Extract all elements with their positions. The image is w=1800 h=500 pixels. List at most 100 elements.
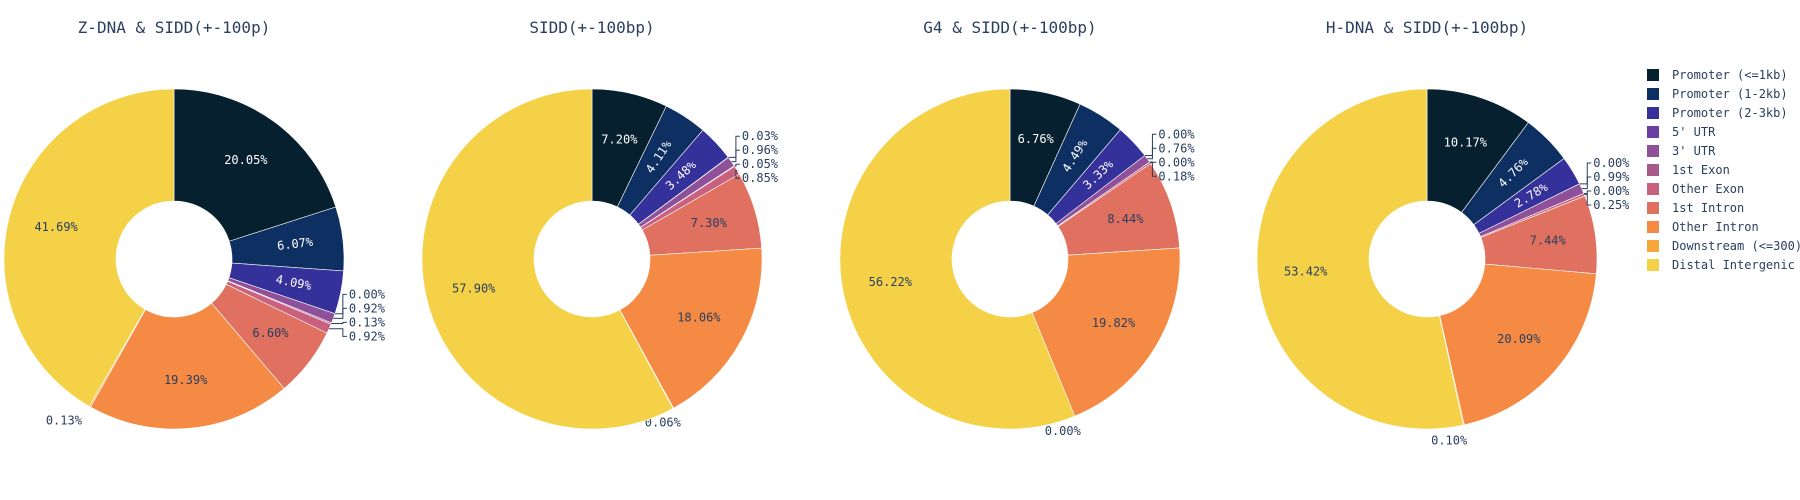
slice-label: 0.06% bbox=[645, 415, 682, 429]
slice-label: 0.99% bbox=[1593, 170, 1630, 184]
legend-item: Promoter (1-2kb) bbox=[1647, 87, 1788, 101]
slice-label: 6.07% bbox=[276, 235, 314, 253]
legend-swatch bbox=[1647, 69, 1659, 81]
slice-label: 20.09% bbox=[1497, 332, 1541, 346]
slice-label: 0.85% bbox=[742, 171, 779, 185]
leader-line bbox=[1583, 190, 1592, 194]
leader-line bbox=[735, 169, 740, 179]
legend-label: 5' UTR bbox=[1672, 125, 1716, 139]
leader-line bbox=[334, 293, 347, 315]
pie-slice bbox=[3, 88, 175, 407]
slice-label: 41.69% bbox=[34, 220, 78, 234]
legend-label: Promoter (1-2kb) bbox=[1672, 87, 1788, 101]
slice-label: 53.42% bbox=[1284, 265, 1328, 279]
legend-swatch bbox=[1647, 88, 1659, 100]
pie-slice bbox=[839, 88, 1076, 430]
legend-label: Downstream (<=300) bbox=[1672, 239, 1800, 253]
legend-label: 1st Intron bbox=[1672, 201, 1744, 215]
legend-label: Promoter (<=1kb) bbox=[1672, 68, 1788, 82]
slice-label: 0.10% bbox=[1431, 434, 1468, 448]
leader-line bbox=[333, 307, 347, 319]
slice-label: 6.60% bbox=[252, 326, 289, 340]
pie-slice bbox=[173, 88, 337, 242]
pie-slice bbox=[421, 88, 674, 430]
slice-label: 0.92% bbox=[349, 329, 386, 343]
slice-label: 7.30% bbox=[691, 216, 728, 230]
slice-label: 8.44% bbox=[1107, 212, 1144, 226]
pie-slice bbox=[90, 302, 285, 430]
slice-label: 19.82% bbox=[1092, 316, 1136, 330]
legend-item: Promoter (2-3kb) bbox=[1647, 106, 1788, 120]
legend-label: 3' UTR bbox=[1672, 144, 1716, 158]
donut-chart-3: G4 & SIDD(+-100bp)6.76% 4.49%3.33%8.44%19… bbox=[839, 18, 1195, 438]
legend-label: 1st Exon bbox=[1672, 163, 1730, 177]
slice-label: 0.13% bbox=[46, 414, 83, 428]
legend-swatch bbox=[1647, 259, 1659, 271]
donut-chart-1: Z-DNA & SIDD(+-100p)20.05%6.07%4.09%6.60… bbox=[3, 18, 386, 430]
slice-label: 0.00% bbox=[1593, 184, 1630, 198]
pie-slice bbox=[1256, 88, 1464, 430]
leader-line bbox=[728, 135, 740, 158]
legend-swatch bbox=[1647, 202, 1659, 214]
legend-item: Distal Intergenic bbox=[1647, 258, 1795, 272]
slice-label: 6.76% bbox=[1018, 132, 1055, 146]
legend-label: Other Intron bbox=[1672, 220, 1759, 234]
pie-slice bbox=[619, 247, 763, 409]
slice-label: 0.05% bbox=[742, 157, 779, 171]
slice-label: 0.00% bbox=[1045, 424, 1082, 438]
slice-label: 0.00% bbox=[1593, 156, 1630, 170]
legend-item: Downstream (<=300) bbox=[1647, 239, 1800, 253]
legend-swatch bbox=[1647, 107, 1659, 119]
slice-label: 0.00% bbox=[349, 287, 386, 301]
leader-line bbox=[1150, 162, 1157, 177]
pie-slice bbox=[1439, 263, 1597, 426]
slice-label: 10.17% bbox=[1444, 136, 1488, 150]
slice-label: 18.06% bbox=[677, 310, 721, 324]
slice-label: 57.90% bbox=[452, 281, 496, 295]
chart-title: H-DNA & SIDD(+-100bp) bbox=[1326, 18, 1528, 37]
legend-item: 3' UTR bbox=[1647, 144, 1716, 158]
leader-line bbox=[1581, 176, 1592, 190]
chart-title: G4 & SIDD(+-100bp) bbox=[923, 18, 1096, 37]
legend-swatch bbox=[1647, 145, 1659, 157]
slice-label: 0.18% bbox=[1158, 169, 1195, 183]
leader-line bbox=[1147, 147, 1157, 160]
leader-line bbox=[1144, 133, 1157, 156]
donut-chart-4: H-DNA & SIDD(+-100bp)10.17%4.76%2.78%7.4… bbox=[1256, 18, 1630, 448]
legend-swatch bbox=[1647, 126, 1659, 138]
slice-label: 0.13% bbox=[349, 315, 386, 329]
legend-item: Other Intron bbox=[1647, 220, 1759, 234]
slice-label: 20.05% bbox=[224, 153, 268, 167]
legend-swatch bbox=[1647, 240, 1659, 252]
slice-label: 56.22% bbox=[869, 275, 913, 289]
leader-line bbox=[329, 328, 347, 337]
slice-label: 7.44% bbox=[1530, 234, 1567, 248]
chart-title: SIDD(+-100bp) bbox=[529, 18, 654, 37]
slice-label: 19.39% bbox=[164, 373, 208, 387]
donut-chart-2: SIDD(+-100bp)7.20% 4.11%3.48%7.30%18.06%0… bbox=[421, 18, 779, 430]
legend-item: 1st Intron bbox=[1647, 201, 1744, 215]
legend-item: 5' UTR bbox=[1647, 125, 1716, 139]
legend-item: 1st Exon bbox=[1647, 163, 1730, 177]
leader-line bbox=[331, 321, 347, 325]
legend-swatch bbox=[1647, 164, 1659, 176]
slice-label: 0.76% bbox=[1158, 141, 1195, 155]
leader-line bbox=[1579, 162, 1592, 185]
pie-slice bbox=[1031, 247, 1181, 417]
leader-line bbox=[734, 163, 740, 167]
legend-swatch bbox=[1647, 183, 1659, 195]
chart-title: Z-DNA & SIDD(+-100p) bbox=[78, 18, 271, 37]
legend-item: Promoter (<=1kb) bbox=[1647, 68, 1788, 82]
slice-label: 0.96% bbox=[742, 143, 779, 157]
leader-line bbox=[1584, 194, 1592, 206]
slice-label: 7.20% bbox=[601, 133, 638, 147]
slice-label: 0.25% bbox=[1593, 198, 1630, 212]
legend-label: Promoter (2-3kb) bbox=[1672, 106, 1788, 120]
legend-item: Other Exon bbox=[1647, 182, 1744, 196]
legend: Promoter (<=1kb) Promoter (1-2kb) Promoter… bbox=[1647, 68, 1800, 272]
slice-label: 0.92% bbox=[349, 301, 386, 315]
slice-label: 0.00% bbox=[1158, 127, 1195, 141]
leader-line bbox=[731, 149, 740, 163]
legend-swatch bbox=[1647, 221, 1659, 233]
